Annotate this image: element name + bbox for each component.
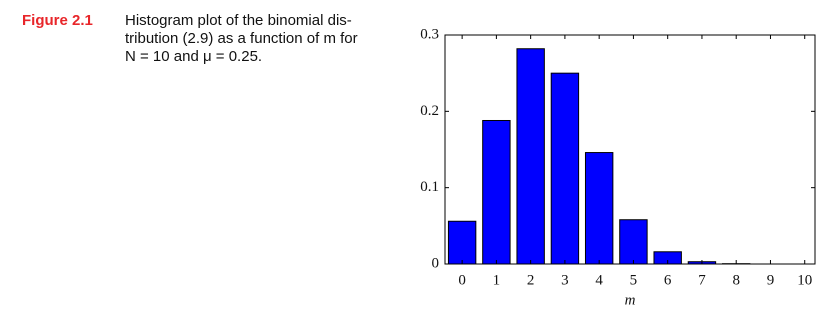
- plot-frame: [444, 34, 816, 265]
- caption: Histogram plot of the binomial dis- trib…: [125, 12, 358, 66]
- x-axis-label: m: [625, 292, 636, 308]
- caption-line: tribution (2.9) as a function of m for: [125, 30, 358, 47]
- y-tick-label: 0.1: [420, 179, 439, 195]
- x-tick-label: 0: [458, 272, 466, 288]
- x-tick-label: 7: [698, 272, 706, 288]
- caption-line: N = 10 and μ = 0.25.: [125, 48, 263, 65]
- bar: [516, 48, 545, 265]
- bar: [447, 220, 477, 265]
- x-tick-label: 2: [527, 272, 535, 288]
- bar: [584, 152, 614, 265]
- x-tick-label: 1: [493, 272, 501, 288]
- y-tick-label: 0.3: [420, 26, 439, 42]
- bar: [619, 219, 648, 265]
- caption-line: Histogram plot of the binomial dis-: [125, 12, 352, 29]
- x-tick-label: 5: [630, 272, 638, 288]
- x-tick-label: 10: [797, 272, 812, 288]
- x-tick-label: 4: [595, 272, 603, 288]
- x-tick-label: 6: [664, 272, 672, 288]
- bar: [482, 119, 511, 265]
- y-tick-label: 0.2: [420, 103, 439, 119]
- bar: [550, 72, 580, 265]
- x-tick-label: 3: [561, 272, 569, 288]
- figure-label: Figure 2.1: [22, 12, 93, 29]
- y-tick-label: 0: [432, 255, 440, 271]
- x-tick-label: 9: [767, 272, 775, 288]
- x-tick-label: 8: [732, 272, 740, 288]
